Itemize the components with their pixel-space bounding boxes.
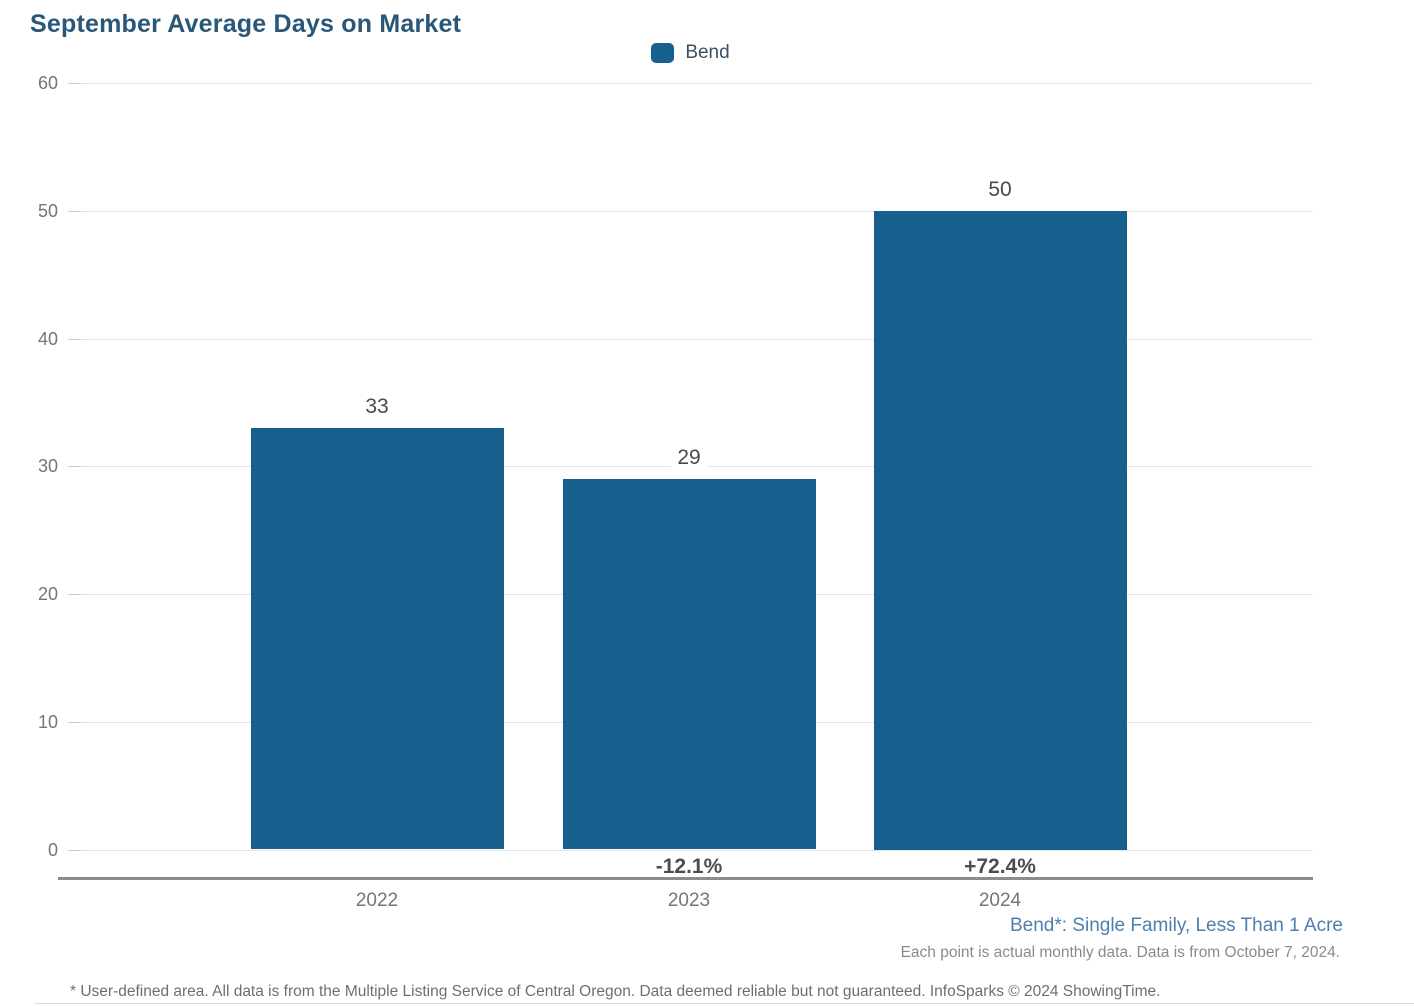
x-tick-label-2024: 2024 [978,890,1022,911]
chart-title: September Average Days on Market [30,10,462,38]
y-tick-label-40: 40 [37,328,58,349]
data-source-note: Each point is actual monthly data. Data … [900,944,1340,961]
y-tick-label-10: 10 [37,711,58,732]
y-axis-tick [68,83,81,84]
bar-2022[interactable] [250,427,504,850]
legend: Bend [68,42,1313,64]
bottom-divider [35,1003,1414,1004]
change-label-2023: -12.1% [655,855,723,878]
legend-swatch-icon [651,43,675,63]
gridline-y40 [68,338,1313,340]
y-tick-label-50: 50 [37,200,58,221]
y-tick-label-30: 30 [37,456,58,477]
series-definition-note: Bend*: Single Family, Less Than 1 Acre [1009,915,1343,936]
x-axis-line [58,877,1313,880]
gridline-y0 [68,849,1313,851]
change-label-2024: +72.4% [964,855,1036,878]
x-tick-label-2022: 2022 [355,890,399,911]
value-label-2024: 50 [930,176,1070,204]
gridline-y60 [68,83,1313,84]
y-tick-label-20: 20 [37,584,58,604]
value-label-2023: 29 [619,444,759,472]
y-axis-tick [68,721,81,723]
value-label-2022: 33 [307,393,447,421]
y-axis-tick [68,466,81,468]
legend-item-bend[interactable]: Bend [651,42,730,64]
x-tick-label-2023: 2023 [667,890,711,911]
disclaimer-text: * User-defined area. All data is from th… [70,983,1161,1000]
y-axis-tick [68,594,81,595]
bar-2023[interactable] [562,479,816,850]
y-axis-tick [68,210,81,212]
bar-2024[interactable] [873,210,1127,850]
y-axis-tick [68,338,81,340]
y-tick-label-0: 0 [47,839,58,860]
y-axis-tick [68,849,81,851]
legend-label: Bend [685,42,730,63]
gridline-y50 [68,210,1313,212]
y-tick-label-60: 60 [37,73,58,93]
